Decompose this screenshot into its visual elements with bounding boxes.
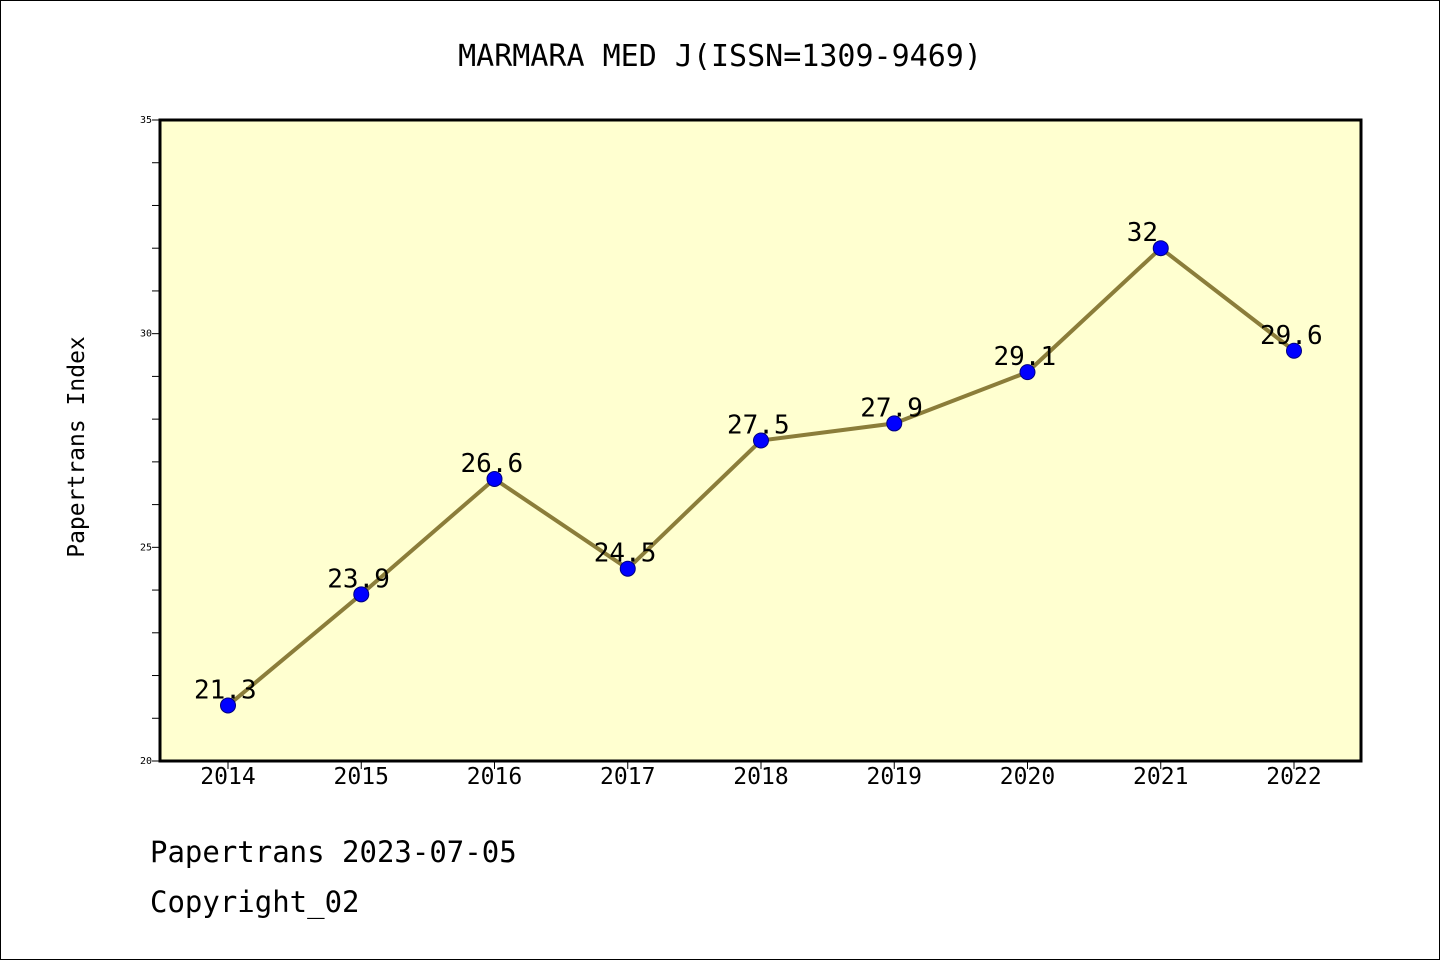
data-point <box>220 697 236 714</box>
y-tick-label: 20 <box>140 756 152 767</box>
y-axis-label: Papertrans Index <box>64 336 90 558</box>
y-tick-label: 30 <box>140 329 152 340</box>
y-tick-label: 35 <box>140 115 152 126</box>
data-label: 26.6 <box>461 449 524 479</box>
x-tick-label: 2017 <box>600 764 655 790</box>
chart-title: MARMARA MED J(ISSN=1309-9469) <box>458 39 982 74</box>
data-point <box>1019 364 1036 381</box>
x-tick-label: 2014 <box>200 764 255 790</box>
y-axis: 20 25 30 35 <box>140 115 160 767</box>
x-tick-label: 2019 <box>867 764 922 790</box>
data-label: 32 <box>1127 218 1158 248</box>
data-label: 29.1 <box>994 342 1057 372</box>
data-label: 24.5 <box>594 539 657 569</box>
x-tick-label: 2020 <box>1000 764 1055 790</box>
x-tick-label: 2015 <box>334 764 389 790</box>
data-label: 27.5 <box>727 411 790 441</box>
x-tick-label: 2021 <box>1133 764 1188 790</box>
data-point <box>486 470 503 487</box>
data-label: 23.9 <box>327 564 390 594</box>
data-point <box>619 560 636 577</box>
footer-copyright-text: Copyright_02 <box>150 885 360 919</box>
y-tick-label: 25 <box>140 542 152 553</box>
series-markers <box>220 240 1302 714</box>
x-tick-label: 2022 <box>1266 764 1321 790</box>
data-label: 27.9 <box>860 393 923 423</box>
data-point <box>1152 240 1169 257</box>
data-labels: 21.3 23.9 26.6 24.5 27.5 27.9 29.1 32 29.6 <box>194 218 1323 705</box>
data-point <box>753 432 769 449</box>
data-point <box>353 586 370 603</box>
data-label: 21.3 <box>194 675 257 705</box>
x-tick-label: 2016 <box>467 764 522 790</box>
x-axis: 2014 2015 2016 2017 2018 2019 2020 2021 2022 <box>200 761 1322 790</box>
data-point <box>1286 342 1302 359</box>
x-tick-label: 2018 <box>733 764 788 790</box>
data-label: 29.6 <box>1260 321 1323 351</box>
data-point <box>886 415 903 432</box>
footer-date-text: Papertrans 2023-07-05 <box>150 835 517 869</box>
